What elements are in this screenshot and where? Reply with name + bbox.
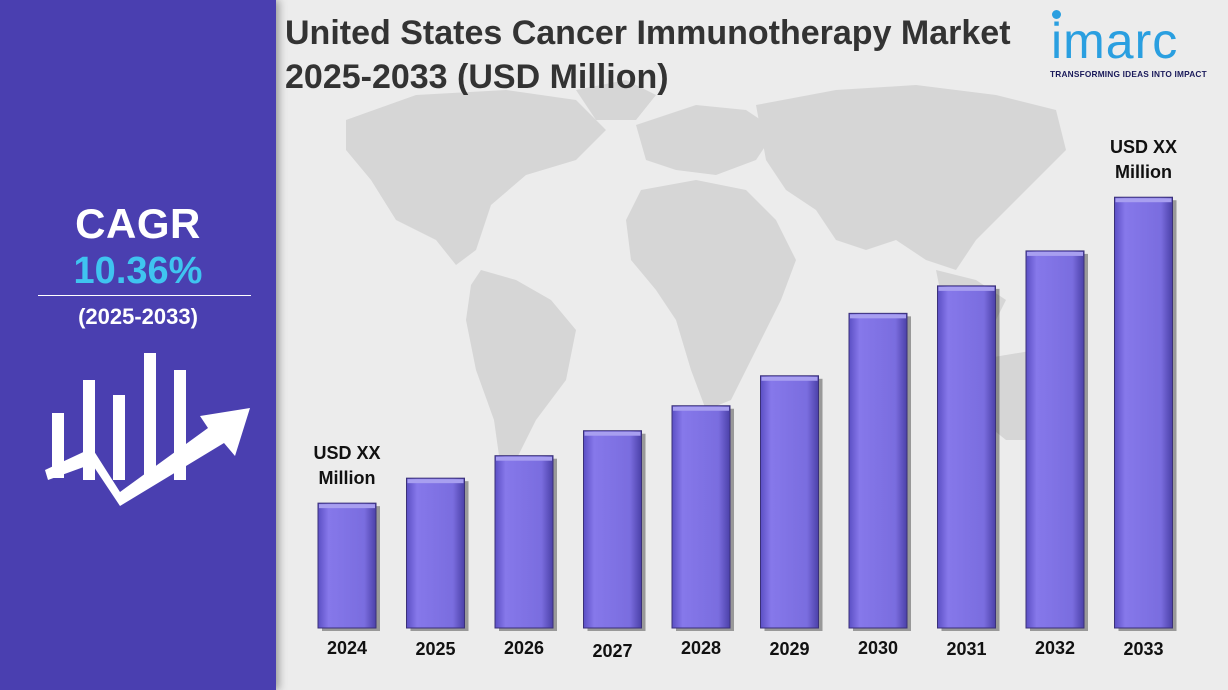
bar-chart: 2024 2025 2026 2027 2028 2029 2030 2031 2032 2033… <box>313 137 1177 661</box>
bar-cap-2031 <box>938 286 995 291</box>
bar-2030 <box>848 312 908 629</box>
bar-2027 <box>583 430 642 629</box>
bar-2031 <box>937 285 996 629</box>
bar-cap-2026 <box>496 456 552 461</box>
data-label-2024: Million <box>319 468 376 488</box>
x-tick-label: 2030 <box>858 638 898 658</box>
bar-2029 <box>760 375 819 629</box>
x-tick-label: 2025 <box>415 639 455 659</box>
bar-2026 <box>494 455 554 629</box>
growth-chart-icon <box>45 353 250 506</box>
bar-cap-2024 <box>319 504 375 509</box>
bar-2028 <box>671 405 731 629</box>
data-label-2033: Million <box>1115 162 1172 182</box>
imarc-logo: imarc TRANSFORMING IDEAS INTO IMPACT <box>1046 10 1216 80</box>
bar-cap-2032 <box>1027 251 1083 256</box>
chart-title-line1: United States Cancer Immunotherapy Marke… <box>285 14 1011 52</box>
cagr-sidebar: CAGR 10.36% (2025-2033) <box>0 0 276 690</box>
cagr-divider <box>38 295 251 296</box>
bar-cap-2030 <box>850 314 906 319</box>
cagr-value: 10.36% <box>73 250 203 292</box>
x-tick-label: 2026 <box>504 638 544 658</box>
bar-cap-2025 <box>407 479 464 484</box>
logo-dot <box>1052 10 1061 19</box>
chart-area: United States Cancer Immunotherapy Marke… <box>276 0 1228 690</box>
bar-2033 <box>1114 196 1173 629</box>
bar-2025 <box>406 477 465 629</box>
x-tick-label: 2028 <box>681 638 721 658</box>
bar-cap-2029 <box>761 376 818 381</box>
data-label-2024: USD XX <box>313 443 380 463</box>
x-tick-label: 2024 <box>327 638 367 658</box>
logo-tagline: TRANSFORMING IDEAS INTO IMPACT <box>1050 69 1207 79</box>
x-tick-label: 2033 <box>1123 639 1163 659</box>
x-tick-label: 2027 <box>592 641 632 661</box>
bar-cap-2028 <box>673 406 729 411</box>
bar-2024 <box>317 502 377 629</box>
cagr-period: (2025-2033) <box>78 304 198 329</box>
data-label-2033: USD XX <box>1110 137 1177 157</box>
chart-title-line2: 2025-2033 (USD Million) <box>285 58 669 96</box>
x-tick-label: 2031 <box>946 639 986 659</box>
bar-2032 <box>1025 250 1085 629</box>
logo-wordmark: imarc <box>1051 13 1179 69</box>
cagr-label: CAGR <box>75 200 201 247</box>
x-tick-label: 2029 <box>769 639 809 659</box>
bar-cap-2027 <box>584 431 641 436</box>
x-tick-label: 2032 <box>1035 638 1075 658</box>
bar-cap-2033 <box>1115 198 1172 203</box>
